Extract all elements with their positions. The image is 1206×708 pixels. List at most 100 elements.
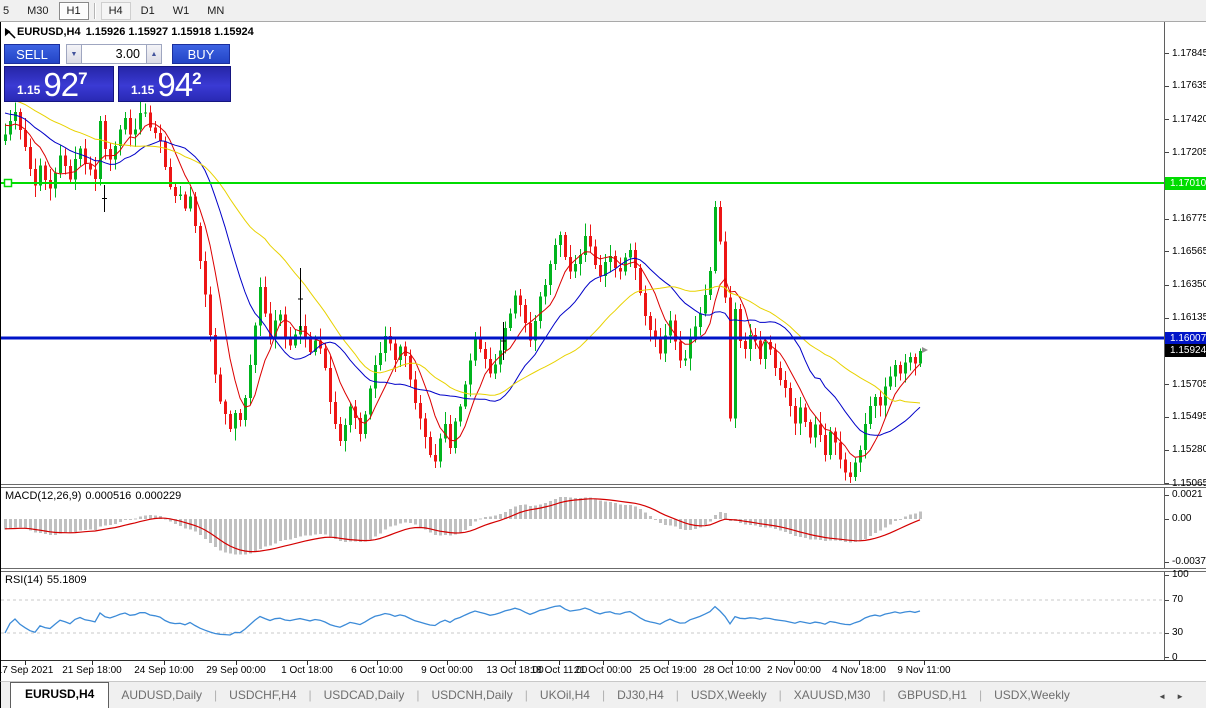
price-tick-dash xyxy=(1165,219,1169,220)
timeframe-button-h4[interactable]: H4 xyxy=(100,1,131,20)
tab-scroll-right-icon[interactable]: ► xyxy=(1176,692,1194,701)
time-tick xyxy=(859,661,860,665)
chart-tab-ukoil-h4[interactable]: UKOil,H4 xyxy=(539,688,590,702)
price-chart-pane: EURUSD,H4 1.15926 1.15927 1.15918 1.15924… xyxy=(1,22,1206,489)
indicator-tick-dash xyxy=(1165,657,1169,658)
time-tick xyxy=(447,661,448,665)
time-tick xyxy=(603,661,604,665)
timeframe-button-h1[interactable]: H1 xyxy=(58,1,89,20)
time-axis[interactable]: 17 Sep 2021 21 Sep 18:00 24 Sep 10:00 29 Se… xyxy=(0,660,1206,681)
toolbar-separator xyxy=(93,2,96,19)
price-tick-label: 1.16350 xyxy=(1172,279,1206,290)
chart-tab-usdx-weekly[interactable]: USDX,Weekly xyxy=(690,688,767,702)
indicator-tick-label: 0.0021 xyxy=(1172,489,1203,501)
chart-tab-eurusd-h4[interactable]: EURUSD,H4 xyxy=(10,682,110,708)
volume-decrease-button[interactable]: ▼ xyxy=(66,44,82,64)
price-tick-label: 1.17205 xyxy=(1172,146,1206,158)
chart-window: EURUSD,H4 1.15926 1.15927 1.15918 1.15924… xyxy=(0,22,1206,681)
pane-separator[interactable] xyxy=(1,568,1206,572)
tab-separator: | xyxy=(308,688,312,702)
time-tick xyxy=(668,661,669,665)
chart-tab-bar: EURUSD,H4 AUDUSD,Daily | USDCHF,H4 | USDCAD,D… xyxy=(0,681,1206,708)
timeframe-button-m30[interactable]: M30 xyxy=(19,2,56,20)
chart-title: EURUSD,H4 1.15926 1.15927 1.15918 1.15924 xyxy=(17,26,259,38)
buy-button[interactable]: BUY xyxy=(172,44,230,64)
time-tick-label: 13 Oct 18:00 xyxy=(486,665,544,676)
time-tick-label: 9 Nov 11:00 xyxy=(897,665,951,676)
time-tick-label: 6 Oct 10:00 xyxy=(351,665,403,676)
time-tick xyxy=(92,661,93,665)
macd-name: MACD(12,26,9) xyxy=(5,490,82,502)
price-tick-label: 1.15280 xyxy=(1172,444,1206,456)
time-tick-label: 17 Sep 2021 xyxy=(0,665,54,676)
indicator-tick-label: 0 xyxy=(1172,651,1178,663)
time-tick xyxy=(732,661,733,665)
time-tick xyxy=(164,661,165,665)
indicator-tick-dash xyxy=(1165,495,1169,496)
chart-tab-gbpusd-h1[interactable]: GBPUSD,H1 xyxy=(897,688,967,702)
indicator-tick-label: 100 xyxy=(1172,569,1189,581)
chevron-up-icon: ▲ xyxy=(150,50,158,58)
timeframe-button-d1[interactable]: D1 xyxy=(133,2,163,20)
time-tick-label: 28 Oct 10:00 xyxy=(703,665,761,676)
indicator-tick-label: -0.003798 xyxy=(1172,556,1206,568)
time-tick-label: 25 Oct 19:00 xyxy=(639,665,697,676)
chart-ohlc-quotes: 1.15926 1.15927 1.15918 1.15924 xyxy=(85,26,254,38)
price-tick-label: 1.16565 xyxy=(1172,245,1206,257)
chart-tab-usdx-weekly[interactable]: USDX,Weekly xyxy=(994,688,1070,702)
time-tick xyxy=(307,661,308,665)
sell-quote: 1.15 92 7 xyxy=(4,66,114,102)
chart-cursor-icon xyxy=(4,27,16,39)
price-tick-dash xyxy=(1165,119,1169,120)
volume-stepper: ▼ ▲ xyxy=(66,44,162,64)
macd-canvas[interactable] xyxy=(1,488,1164,573)
chart-tab-xauusd-m30[interactable]: XAUUSD,M30 xyxy=(793,688,871,702)
time-tick xyxy=(25,661,26,665)
price-tick-label: 1.17635 xyxy=(1172,80,1206,92)
chart-tab-usdchf-h4[interactable]: USDCHF,H4 xyxy=(229,688,297,702)
candlestick-chart-canvas[interactable] xyxy=(1,22,1165,489)
price-tick-dash xyxy=(1165,384,1169,385)
rsi-label: RSI(14) 55.1809 xyxy=(5,574,91,586)
time-tick xyxy=(559,661,560,665)
price-tick-dash xyxy=(1165,417,1169,418)
price-tick-label: 1.16135 xyxy=(1172,312,1206,324)
macd-axis[interactable]: 0.0021 0.00 -0.003798 xyxy=(1164,488,1206,568)
chart-tab-usdcnh-daily[interactable]: USDCNH,Daily xyxy=(431,688,513,702)
rsi-canvas[interactable] xyxy=(1,572,1164,665)
price-tick-label: 1.15065 xyxy=(1172,477,1206,489)
sell-price-pip: 7 xyxy=(78,69,88,88)
volume-increase-button[interactable]: ▲ xyxy=(146,44,162,64)
tab-separator: | xyxy=(978,688,983,702)
tab-separator: | xyxy=(214,688,218,702)
time-tick-label: 24 Sep 10:00 xyxy=(134,665,194,676)
chart-tab-audusd-daily[interactable]: AUDUSD,Daily xyxy=(121,688,203,702)
timeframe-button-w1[interactable]: W1 xyxy=(165,2,198,20)
price-tick-dash xyxy=(1165,483,1169,484)
rsi-pane: RSI(14) 55.1809 100 70 30 0 xyxy=(1,569,1206,663)
tab-separator: | xyxy=(601,688,606,702)
time-tick xyxy=(515,661,516,665)
chart-symbol-period: EURUSD,H4 xyxy=(17,26,81,38)
pane-separator[interactable] xyxy=(1,484,1206,488)
price-axis[interactable]: 1.17845 1.17635 1.17420 1.17205 1.16775 1.165… xyxy=(1164,22,1206,489)
timeframe-button-5[interactable]: 5 xyxy=(0,2,17,20)
tab-separator: | xyxy=(882,688,886,702)
chart-tab-usdcad-daily[interactable]: USDCAD,Daily xyxy=(323,688,405,702)
indicator-tick-label: 0.00 xyxy=(1172,513,1192,524)
rsi-axis[interactable]: 100 70 30 0 xyxy=(1164,569,1206,663)
volume-input[interactable] xyxy=(82,44,146,64)
hline-price-label: 1.17010 xyxy=(1165,176,1206,190)
price-tick-dash xyxy=(1165,450,1169,451)
price-tick-dash xyxy=(1165,318,1169,319)
chart-tab-dj30-h4[interactable]: DJ30,H4 xyxy=(617,688,664,702)
sell-price-prefix: 1.15 xyxy=(17,83,41,97)
tab-scroll-left-icon[interactable]: ◄ xyxy=(1158,692,1177,701)
time-tick-label: 4 Nov 18:00 xyxy=(832,665,886,676)
rsi-name: RSI(14) xyxy=(5,574,43,586)
sell-button[interactable]: SELL xyxy=(4,44,60,64)
price-tick-label: 1.15705 xyxy=(1172,378,1206,390)
time-tick xyxy=(924,661,925,665)
timeframe-button-mn[interactable]: MN xyxy=(199,2,232,20)
buy-price-big: 94 xyxy=(157,66,193,103)
